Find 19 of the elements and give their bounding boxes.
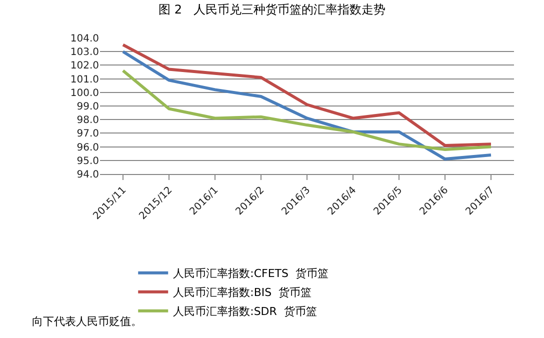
y-tick-label: 102.0 — [70, 60, 99, 72]
chart-title: 图 2 人民币兑三种货币篮的汇率指数走势 — [158, 2, 386, 16]
line-series — [122, 43, 492, 147]
line-series — [122, 50, 492, 161]
y-tick-label: 98.0 — [76, 115, 99, 126]
y-tick-label: 103.0 — [70, 47, 99, 58]
y-tick-label: 99.0 — [76, 102, 99, 112]
legend-label: 人民币汇率指数:SDR 货币篮 — [173, 305, 317, 318]
y-tick-label: 100.0 — [70, 88, 99, 99]
y-tick-label: 101.0 — [70, 74, 99, 86]
y-tick-label: 97.0 — [76, 128, 99, 140]
y-tick-label: 94.0 — [76, 170, 99, 180]
y-tick-label: 96.0 — [76, 142, 99, 154]
y-tick-label: 104.0 — [70, 34, 99, 44]
y-tick-label: 95.0 — [76, 156, 99, 167]
legend-label: 人民币汇率指数:CFETS 货币篮 — [173, 267, 328, 280]
text: 向下代表人民币贬值。 — [32, 315, 142, 328]
legend-label: 人民币汇率指数:BIS 货币篮 — [173, 286, 312, 300]
line-series — [122, 69, 492, 152]
